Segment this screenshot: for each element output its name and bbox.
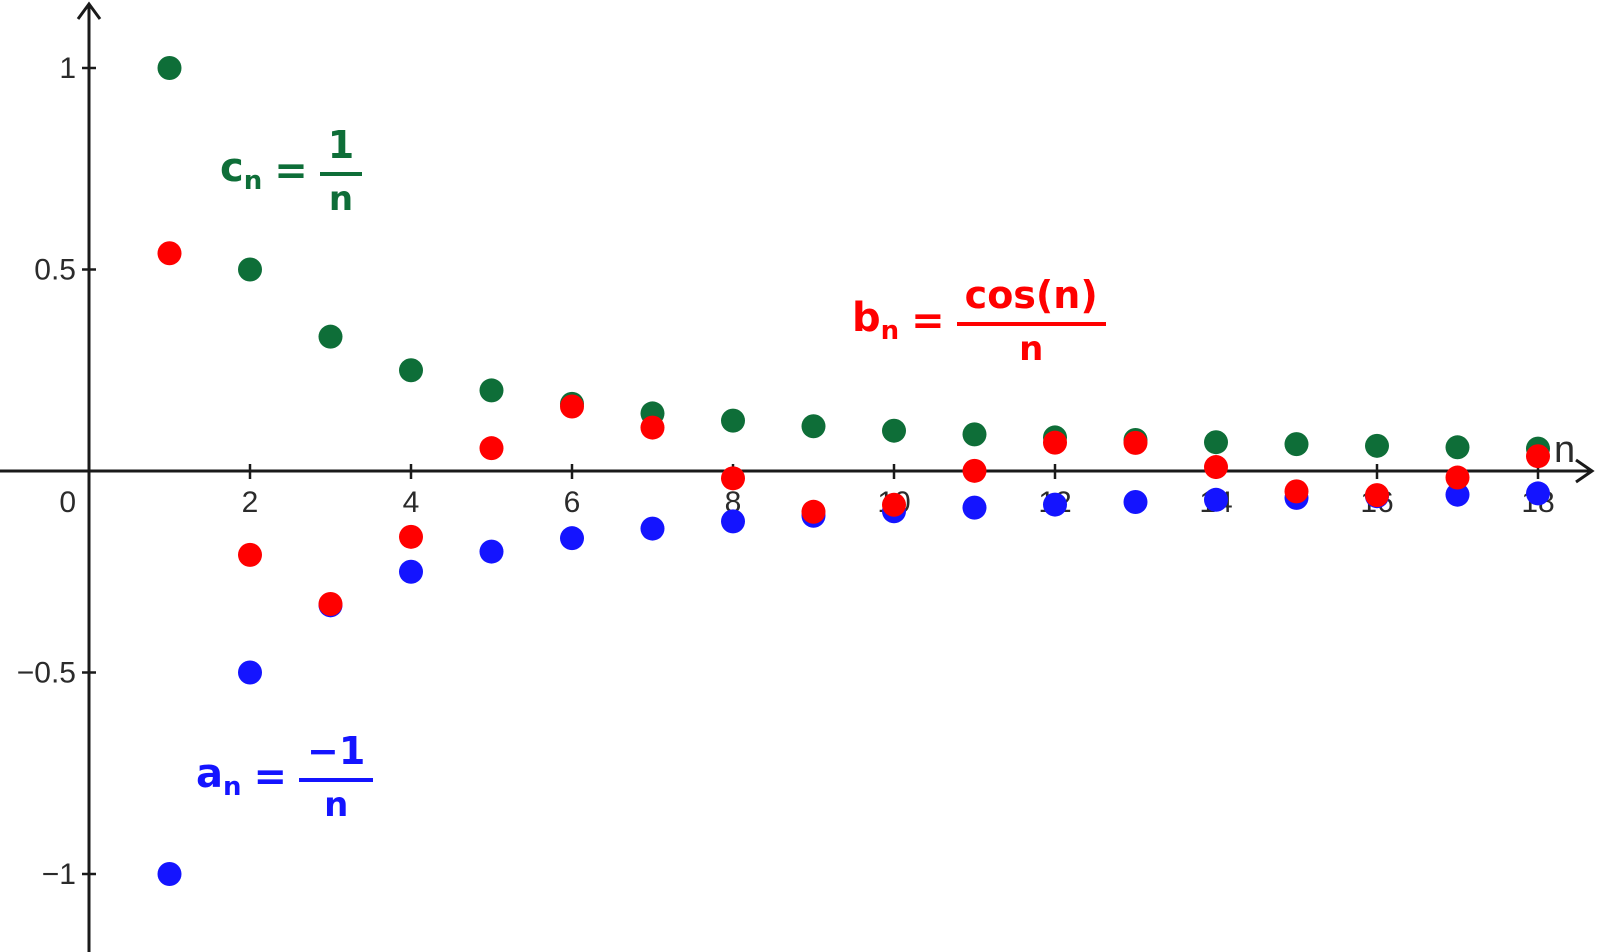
data-point [721, 509, 745, 534]
data-point [238, 257, 262, 282]
data-point [238, 542, 262, 567]
x-axis-arrow-icon [1575, 458, 1595, 484]
x-tick-label: 2 [242, 486, 259, 519]
formula-an-equals: = [253, 754, 288, 800]
x-axis-name-label: n [1554, 429, 1575, 471]
formula-bn-numerator: cos(n) [956, 276, 1106, 326]
data-point [1043, 430, 1067, 455]
data-point [801, 414, 826, 439]
data-point [1445, 482, 1470, 507]
data-point [479, 539, 504, 564]
y-tick-label: −0.5 [17, 657, 76, 690]
data-point [801, 499, 826, 524]
y-tick-label: −1 [42, 858, 76, 891]
x-tick-label: 4 [403, 486, 420, 519]
data-point [399, 559, 423, 584]
data-point [399, 524, 423, 549]
label-formula-bn: bn = cos(n) n [852, 276, 1106, 366]
formula-an-numerator: −1 [299, 732, 374, 782]
formula-bn-equals: = [911, 298, 945, 344]
data-point [962, 422, 987, 447]
data-point [157, 862, 182, 886]
data-point [479, 378, 504, 403]
data-point [238, 660, 262, 685]
label-formula-cn: cn = 1 n [220, 126, 363, 219]
formula-an-denominator: n [324, 785, 349, 825]
data-points-layer [157, 56, 1550, 886]
data-point [1365, 433, 1389, 458]
data-point [1445, 465, 1470, 490]
data-point [962, 458, 987, 483]
data-point [318, 324, 343, 349]
data-point [560, 526, 584, 551]
formula-cn-equals: = [274, 148, 308, 194]
data-point [1284, 432, 1309, 457]
y-tick-label: 0.5 [34, 254, 76, 287]
y-tick-label: 1 [59, 52, 76, 85]
y-axis-ticks: 1 0.5 −0.5 −1 [17, 52, 96, 891]
formula-bn-fraction: cos(n) n [956, 276, 1106, 369]
data-point [882, 492, 906, 517]
y-axis-arrow-icon [76, 1, 102, 20]
data-point [721, 466, 745, 491]
data-point [1204, 430, 1228, 455]
data-point [640, 415, 665, 440]
formula-cn-lhs: cn [220, 145, 263, 196]
data-point [399, 358, 423, 383]
data-point [157, 241, 182, 266]
data-point [1043, 492, 1067, 517]
data-point [560, 394, 584, 419]
data-point [640, 516, 665, 541]
data-point [721, 408, 745, 433]
label-formula-an: an = −1 n [196, 732, 374, 825]
formula-bn-denominator: n [1019, 329, 1044, 369]
data-point [1123, 430, 1148, 455]
data-point [157, 56, 182, 80]
data-point [1204, 487, 1228, 512]
formula-an-fraction: −1 n [299, 732, 374, 825]
data-point [479, 436, 504, 461]
data-point [1204, 455, 1228, 480]
data-point [962, 495, 987, 520]
data-point [1365, 483, 1389, 508]
formula-an-lhs: an [196, 751, 242, 802]
origin-tick-label: 0 [59, 486, 76, 519]
formula-bn-lhs: bn [852, 295, 900, 346]
formula-cn-denominator: n [328, 179, 354, 219]
formula-cn-numerator: 1 [319, 126, 363, 176]
data-point [1526, 444, 1550, 469]
formula-cn-fraction: 1 n [319, 126, 363, 219]
data-point [318, 591, 343, 616]
data-point [1445, 435, 1470, 460]
data-point [1526, 481, 1550, 506]
data-point [1284, 479, 1309, 504]
x-tick-label: 6 [564, 486, 581, 519]
data-point [882, 418, 906, 443]
data-point [1123, 489, 1148, 514]
